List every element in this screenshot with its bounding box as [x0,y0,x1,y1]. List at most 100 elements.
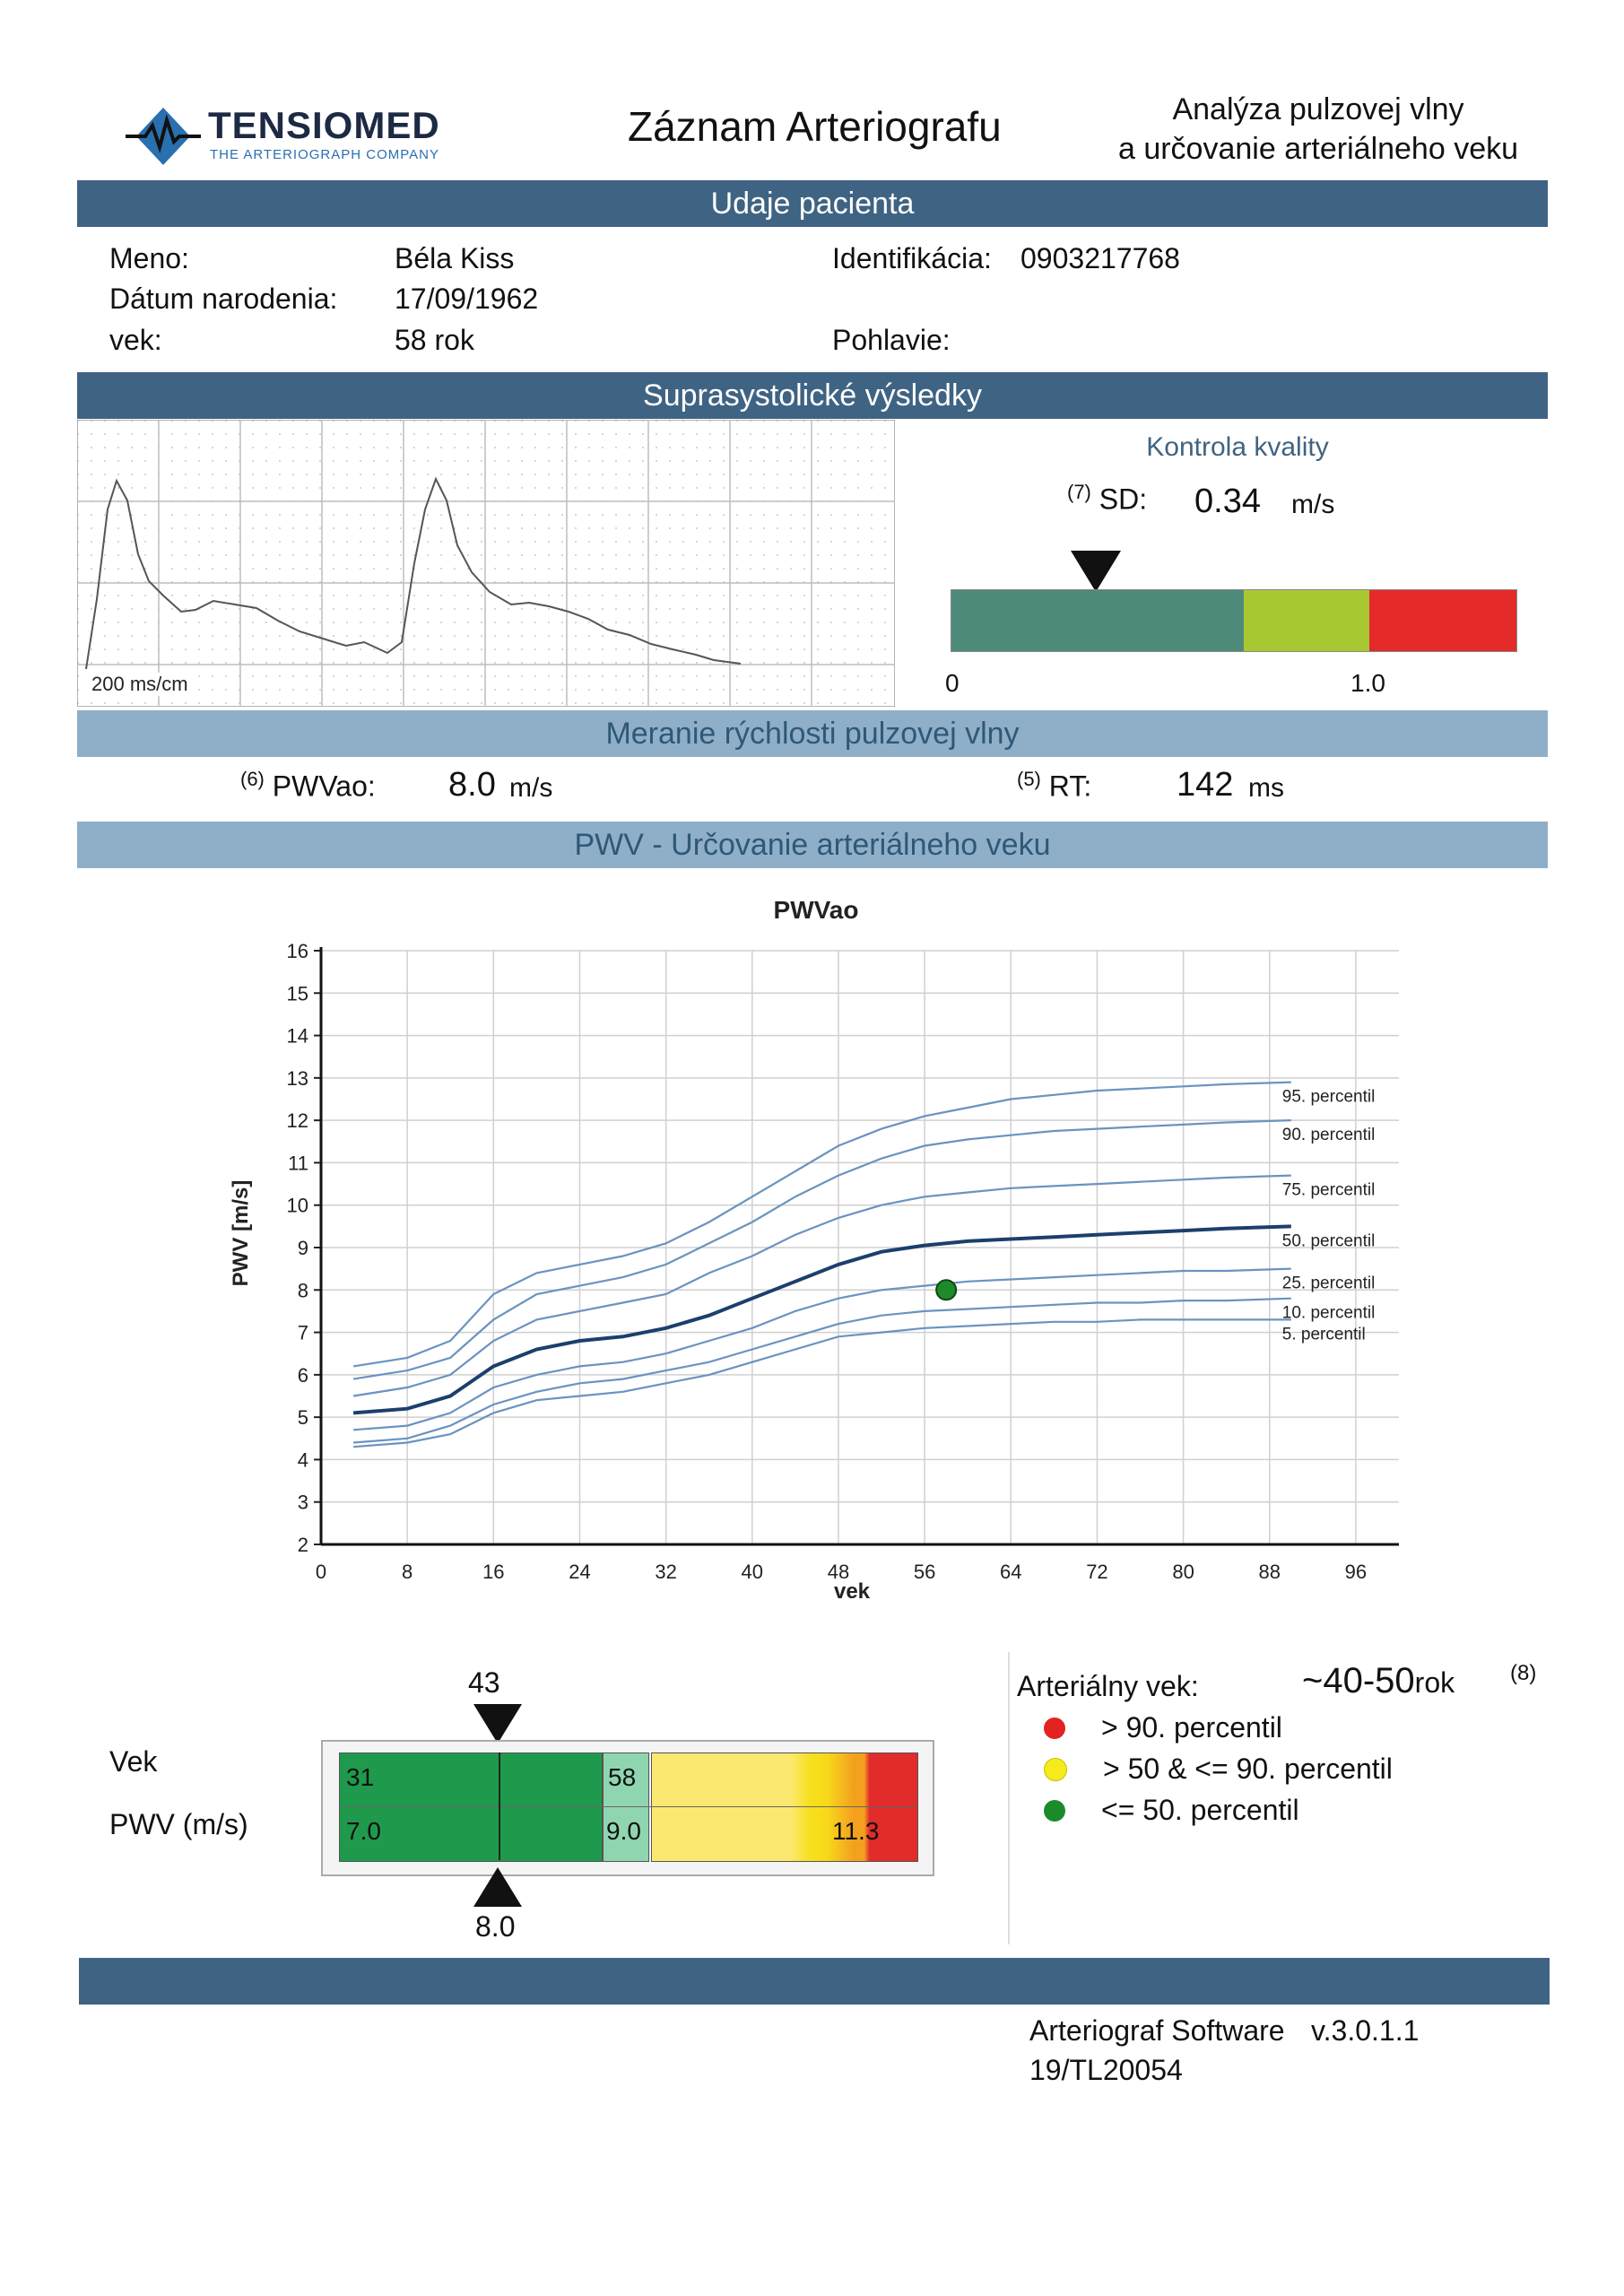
art-age-note: (8) [1510,1661,1537,1685]
dob-label: Dátum narodenia: [109,283,338,315]
waveform-scale-label: 200 ms/cm [90,673,190,696]
y-tick-label: 10 [287,1195,308,1217]
x-tick-label: 96 [1345,1561,1367,1583]
footer-bar [79,1958,1550,2005]
legend-item: > 50 & <= 90. percentil [1044,1752,1393,1786]
rt-label: RT: [1048,770,1092,803]
id-label: Identifikácia: [832,242,992,274]
rt-row: (5) RT: [1017,768,1091,804]
y-tick-label: 2 [298,1534,308,1556]
vek-label: Vek [109,1745,158,1778]
sd-label: SD: [1099,483,1148,516]
pwv-mid-value: 9.0 [606,1817,641,1845]
art-age-unit: rok [1414,1666,1455,1699]
pwvao-row: (6) PWVao: [240,768,376,804]
tensiomed-logo: TENSIOMED THE ARTERIOGRAPH COMPANY [126,100,466,165]
x-tick-label: 16 [482,1561,504,1583]
age-bar-needle [499,1752,500,1860]
percentile-line [352,1174,1291,1397]
x-tick-label: 32 [655,1561,676,1583]
percentile-line [353,1318,1291,1448]
y-tick-label: 6 [298,1364,308,1387]
legend-item: <= 50. percentil [1044,1794,1299,1827]
x-tick-label: 8 [402,1561,413,1583]
pwv-low-value: 7.0 [346,1817,381,1845]
age-value: 58 rok [395,324,474,356]
x-tick-label: 64 [1000,1561,1021,1583]
software-name: Arteriograf Software [1029,2014,1285,2047]
legend-item-label: <= 50. percentil [1101,1794,1299,1826]
y-tick-label: 3 [298,1492,308,1514]
y-tick-label: 14 [287,1025,308,1048]
age-label: vek: [109,324,162,356]
yellow-dot-icon [1044,1757,1067,1781]
sd-row: (7) SD: [1067,481,1147,517]
chart-x-label: vek [834,1579,871,1604]
art-age-label: Arteriálny vek: [1017,1670,1199,1702]
age-mid-value: 58 [608,1763,637,1791]
chart-title: PWVao [774,896,859,924]
logo-mark-icon [126,108,201,165]
sd-unit: m/s [1291,490,1335,519]
x-tick-label: 72 [1086,1561,1107,1583]
age-low-value: 31 [346,1763,375,1791]
pwvao-label: PWVao: [272,770,376,803]
art-age-section-header: PWV - Určovanie arteriálneho veku [77,822,1548,868]
percentile-label: 5. percentil [1282,1325,1366,1344]
percentile-label: 50. percentil [1282,1231,1376,1250]
age-bar-yellow-segment [651,1752,918,1862]
software-version: v.3.0.1.1 [1311,2014,1420,2047]
page-subtitle: Analýza pulzovej vlny a určovanie arteri… [1094,90,1542,169]
x-tick-label: 80 [1172,1561,1194,1583]
age-bar-divider [339,1806,916,1807]
pwv-bottom-marker-value: 8.0 [475,1910,516,1943]
age-bar-frame: 31 7.0 58 9.0 11.3 [321,1740,934,1876]
age-top-marker-icon [473,1704,522,1748]
id-value: 0903217768 [1020,242,1180,274]
x-tick-label: 48 [828,1561,849,1583]
suprasystolic-section-header: Suprasystolické výsledky [77,372,1548,419]
name-label: Meno: [109,242,189,274]
quality-zone-poor [1369,590,1516,651]
quality-scale-min: 0 [945,669,960,697]
percentile-line [352,1119,1291,1380]
x-tick-label: 0 [316,1561,326,1583]
y-tick-label: 13 [287,1067,308,1090]
pwvao-note: (6) [240,768,265,790]
pwv-chart: PWVao PWV [m/s] vek 95. percentil 90. per… [197,888,1417,1614]
percentile-label: 25. percentil [1282,1274,1376,1293]
name-value: Béla Kiss [395,242,515,274]
y-tick-label: 11 [288,1152,308,1174]
percentile-label: 10. percentil [1282,1304,1376,1323]
red-dot-icon [1044,1717,1065,1739]
x-tick-label: 24 [569,1561,590,1583]
legend-divider [1008,1652,1010,1944]
quality-scale-mid: 1.0 [1350,669,1385,697]
quality-scale-bar [951,589,1517,652]
sd-marker-icon [1071,551,1121,596]
sd-note: (7) [1067,481,1091,503]
quality-zone-fair [1244,590,1369,651]
pwvao-value: 8.0 [448,766,496,804]
y-tick-label: 4 [298,1448,308,1471]
quality-zone-good [951,590,1244,651]
waveform-trace [85,476,742,670]
green-dot-icon [1044,1799,1065,1822]
y-tick-label: 5 [298,1406,308,1429]
y-tick-label: 9 [298,1237,308,1259]
pwv-high-value: 11.3 [832,1817,880,1845]
y-tick-label: 16 [287,940,308,962]
y-tick-label: 12 [287,1109,308,1132]
logo-tagline-text: THE ARTERIOGRAPH COMPANY [210,147,439,162]
subtitle-line-1: Analýza pulzovej vlny [1172,92,1464,126]
y-tick-label: 7 [298,1322,308,1344]
device-serial: 19/TL20054 [1029,2054,1183,2086]
pwv-measure-section-header: Meranie rýchlosti pulzovej vlny [77,710,1548,757]
page-title: Záznam Arteriografu [628,103,1002,150]
pwvao-unit: m/s [509,773,553,803]
y-tick-label: 15 [287,982,308,1004]
sd-value: 0.34 [1194,483,1261,520]
legend-item-label: > 50 & <= 90. percentil [1103,1752,1393,1785]
pwv-bottom-marker-icon [473,1867,522,1911]
art-age-value-row: ~40-50rok [1302,1661,1455,1701]
